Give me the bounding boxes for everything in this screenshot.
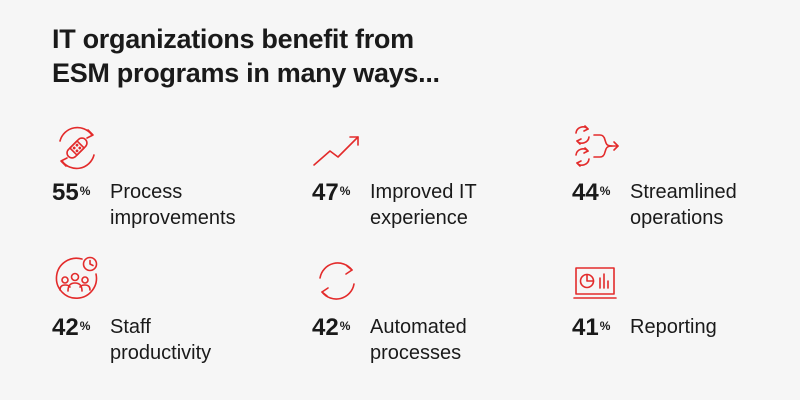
stat-value: 44% bbox=[572, 179, 611, 206]
merge-cycle-icon bbox=[572, 123, 622, 173]
title-line-2: ESM programs in many ways... bbox=[52, 58, 440, 88]
stat-staff-productivity: 42% Staff productivity bbox=[52, 256, 292, 386]
stat-reporting: 41% Reporting bbox=[572, 256, 800, 386]
stat-streamlined-operations: 44% Streamlined operations bbox=[572, 123, 800, 253]
stat-label: Streamlined operations bbox=[630, 181, 737, 229]
dashboard-report-icon bbox=[572, 256, 622, 306]
stat-label: Staff productivity bbox=[110, 316, 212, 364]
stat-process-improvements: 55% Process improvements bbox=[52, 123, 292, 253]
refresh-cycle-icon bbox=[312, 256, 362, 306]
stat-value: 42% bbox=[52, 314, 91, 341]
stat-label: Reporting bbox=[630, 316, 717, 338]
stat-value: 55% bbox=[52, 179, 91, 206]
stat-label: Process improvements bbox=[110, 181, 236, 229]
team-clock-icon bbox=[52, 256, 102, 306]
stat-value: 41% bbox=[572, 314, 611, 341]
stat-automated-processes: 42% Automated processes bbox=[312, 256, 552, 386]
trend-up-icon bbox=[312, 123, 362, 173]
bandage-cycle-icon bbox=[52, 123, 102, 173]
stat-value: 42% bbox=[312, 314, 351, 341]
stat-improved-it-experience: 47% Improved IT experience bbox=[312, 123, 552, 253]
stat-label: Improved IT experience bbox=[370, 181, 477, 229]
stat-label: Automated processes bbox=[370, 316, 467, 364]
title-line-1: IT organizations benefit from bbox=[52, 24, 414, 54]
stat-value: 47% bbox=[312, 179, 351, 206]
page-title: IT organizations benefit from ESM progra… bbox=[52, 22, 440, 90]
